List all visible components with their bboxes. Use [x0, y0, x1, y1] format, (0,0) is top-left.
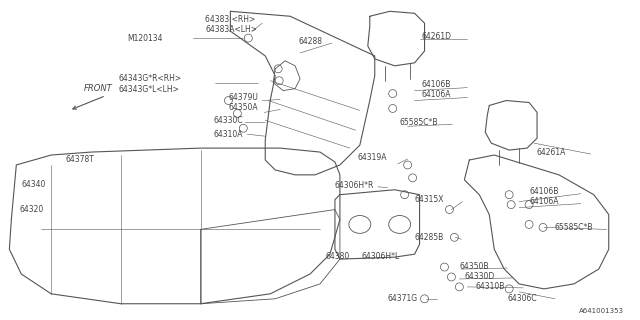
Text: 64371G: 64371G [388, 294, 418, 303]
Text: 64379U: 64379U [228, 93, 259, 102]
Text: 65585C*B: 65585C*B [399, 118, 438, 127]
Text: 65585C*B: 65585C*B [555, 223, 593, 232]
Text: 64106A: 64106A [422, 90, 451, 99]
Text: 64383 <RH>: 64383 <RH> [205, 15, 256, 24]
Text: 64306H*L: 64306H*L [362, 252, 400, 261]
Text: 64285B: 64285B [415, 233, 444, 242]
Text: 64106B: 64106B [529, 187, 559, 196]
Text: 64306C: 64306C [507, 294, 537, 303]
Text: 64350B: 64350B [460, 261, 489, 271]
Text: 64261D: 64261D [422, 32, 452, 41]
Text: 64106A: 64106A [529, 197, 559, 206]
Text: 64380: 64380 [326, 252, 350, 261]
Text: 64383A<LH>: 64383A<LH> [205, 25, 257, 34]
Text: 64350A: 64350A [228, 103, 258, 112]
Text: 64343G*R<RH>: 64343G*R<RH> [119, 74, 182, 83]
Text: M120134: M120134 [127, 34, 163, 43]
Text: 64315X: 64315X [415, 195, 444, 204]
Text: 64288: 64288 [298, 36, 322, 45]
Text: 64310B: 64310B [476, 282, 505, 292]
Text: 64343G*L<LH>: 64343G*L<LH> [119, 85, 180, 94]
Text: 64310A: 64310A [214, 130, 243, 139]
Text: A641001353: A641001353 [579, 308, 624, 314]
Text: 64319A: 64319A [358, 153, 387, 162]
Text: FRONT: FRONT [84, 84, 113, 93]
Text: 64340: 64340 [21, 180, 45, 189]
Text: 64378T: 64378T [65, 156, 94, 164]
Text: 64261A: 64261A [536, 148, 565, 156]
Text: 64320: 64320 [19, 205, 44, 214]
Text: 64306H*R: 64306H*R [335, 181, 374, 190]
Text: 64330C: 64330C [214, 116, 243, 125]
Text: 64330D: 64330D [465, 272, 495, 282]
Text: 64106B: 64106B [422, 80, 451, 89]
